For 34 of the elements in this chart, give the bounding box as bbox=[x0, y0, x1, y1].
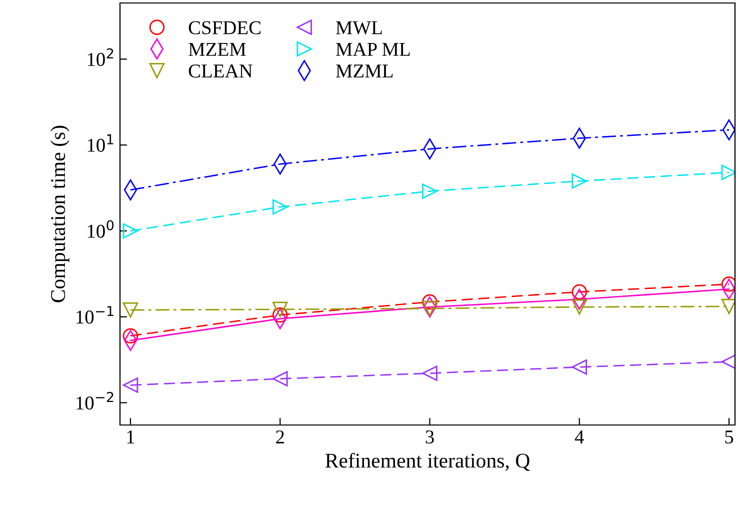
y-tick-label: 10$^{1}$ bbox=[88, 134, 114, 152]
point bbox=[422, 184, 438, 199]
legend-label: MWL bbox=[336, 21, 382, 34]
legend-label: MZEM bbox=[188, 43, 246, 56]
point bbox=[272, 371, 288, 386]
point bbox=[122, 328, 138, 344]
point bbox=[122, 378, 138, 393]
legend-label: MAP ML bbox=[336, 42, 410, 56]
point bbox=[272, 302, 288, 318]
y-tick-label: 10$^{−2}$ bbox=[76, 392, 114, 410]
x-tick-label: 1 bbox=[127, 430, 134, 444]
point bbox=[422, 294, 438, 310]
point bbox=[272, 199, 288, 215]
y-axis-title: Computation time (s) bbox=[50, 126, 70, 302]
y-tick-label: 10$^{−1}$ bbox=[76, 306, 114, 324]
point bbox=[272, 307, 288, 323]
y-tick-label: 10$^{0}$ bbox=[88, 220, 114, 238]
point bbox=[572, 284, 588, 300]
point bbox=[122, 302, 138, 318]
legend-label: CLEAN bbox=[188, 64, 252, 78]
point bbox=[572, 359, 588, 375]
point bbox=[422, 300, 438, 316]
y-tick-label: 10$^{2}$ bbox=[88, 48, 114, 66]
point bbox=[122, 223, 138, 239]
legend-label: MZML bbox=[336, 64, 393, 78]
legend-label: CSFDEC bbox=[188, 21, 260, 34]
x-tick-label: 3 bbox=[426, 430, 434, 444]
x-tick-label: 2 bbox=[276, 430, 284, 444]
point bbox=[422, 366, 438, 381]
x-axis-title: Refinement iterations, Q bbox=[325, 452, 530, 471]
point bbox=[572, 299, 588, 315]
x-tick-label: 5 bbox=[725, 430, 734, 444]
x-tick-label: 4 bbox=[574, 430, 584, 444]
point bbox=[572, 173, 588, 189]
